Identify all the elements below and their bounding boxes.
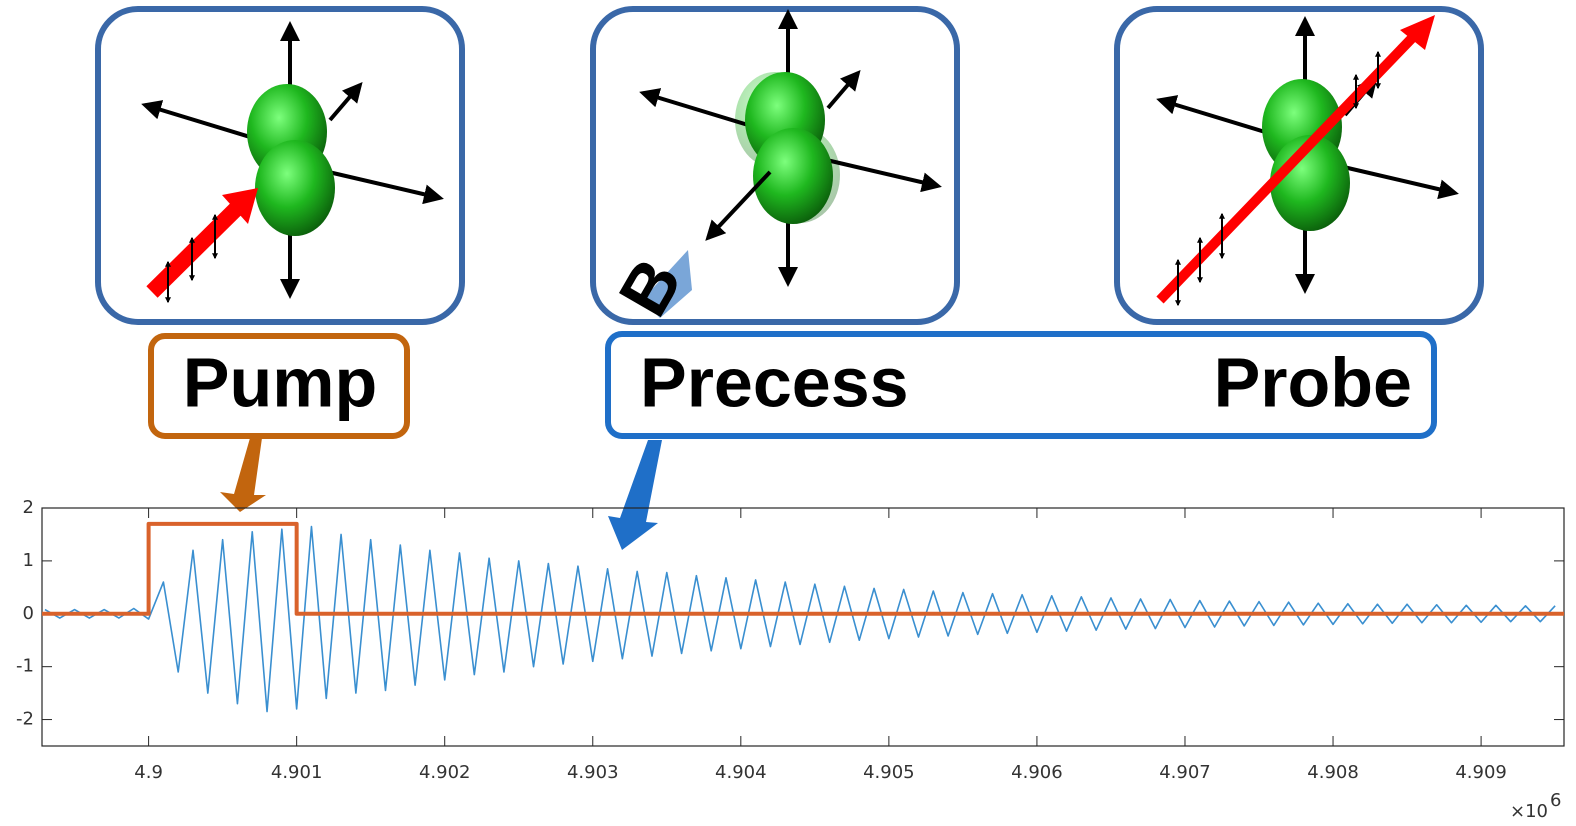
precess-probe-box	[605, 331, 1437, 439]
y-tick-label: 2	[23, 497, 34, 518]
precess-arrow	[608, 440, 662, 550]
y-tick-label: -2	[16, 709, 34, 730]
precess-panel: B	[590, 6, 960, 329]
x-tick-label: 4.905	[863, 762, 915, 783]
x-tick-label: 4.907	[1159, 762, 1211, 783]
x-tick-label: 4.901	[271, 762, 323, 783]
plot-frame	[41, 507, 1565, 747]
y-tick-label: 1	[23, 550, 34, 571]
x-multiplier: ×10	[1510, 801, 1548, 822]
x-tick-label: 4.908	[1307, 762, 1359, 783]
y-tick-label: 0	[23, 603, 34, 624]
pump-label: Pump	[183, 343, 377, 421]
y-tick-label: -1	[16, 656, 34, 677]
x-multiplier-exponent: 6	[1550, 790, 1561, 811]
pump-panel	[95, 6, 465, 325]
x-tick-label: 4.906	[1011, 762, 1063, 783]
x-tick-label: 4.909	[1455, 762, 1507, 783]
probe-panel	[1114, 6, 1484, 325]
precess-label: Precess	[640, 343, 909, 421]
x-tick-label: 4.9	[134, 762, 163, 783]
x-tick-label: 4.902	[419, 762, 471, 783]
pump-box	[148, 333, 410, 439]
x-tick-label: 4.903	[567, 762, 619, 783]
series-line	[44, 525, 1556, 713]
series-line	[42, 521, 1564, 616]
probe-label: Probe	[1214, 343, 1412, 421]
x-tick-label: 4.904	[715, 762, 767, 783]
pump-arrow	[220, 438, 266, 512]
